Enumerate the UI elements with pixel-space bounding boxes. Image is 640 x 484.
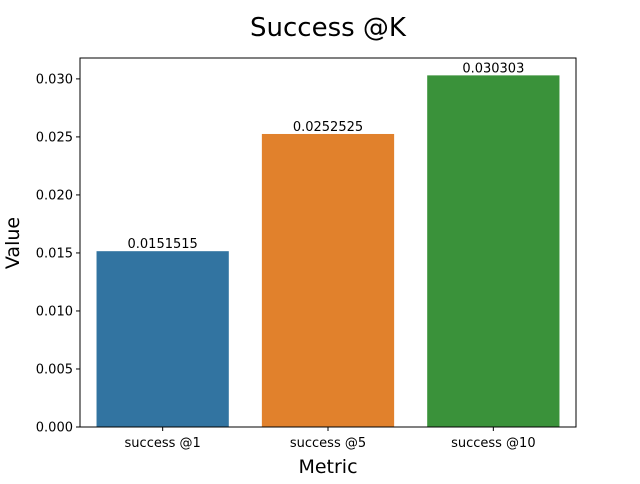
bar-value-label: 0.030303 [462, 61, 524, 76]
x-tick-label: success @10 [451, 436, 536, 451]
y-tick-label: 0.030 [36, 72, 73, 87]
y-tick-label: 0.025 [36, 130, 73, 145]
y-tick-label: 0.000 [36, 421, 73, 436]
y-axis-label: Value [2, 217, 24, 269]
plot-frame [79, 57, 577, 428]
y-tick-label: 0.010 [36, 304, 73, 319]
y-tick-label: 0.015 [36, 246, 73, 261]
y-tick-label: 0.005 [36, 362, 73, 377]
bar [427, 75, 560, 427]
bar [261, 133, 395, 427]
x-tick-label: success @5 [290, 436, 366, 451]
chart-title: Success @K [250, 13, 407, 43]
y-axis: 0.000 0.005 0.010 0.015 0.020 0.025 0.030 [36, 72, 80, 436]
bar-value-label: 0.0151515 [128, 237, 198, 252]
bar [96, 251, 229, 427]
bar-value-label: 0.0252525 [293, 120, 363, 135]
x-tick-label: success @1 [125, 436, 201, 451]
bars: 0.0151515 0.0252525 0.030303 [96, 61, 560, 427]
x-axis: success @1 success @5 success @10 [125, 427, 536, 451]
y-tick-label: 0.020 [36, 188, 73, 203]
x-axis-label: Metric [298, 456, 357, 478]
